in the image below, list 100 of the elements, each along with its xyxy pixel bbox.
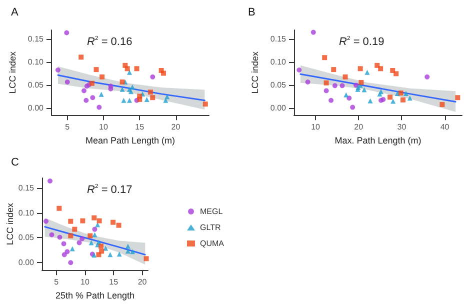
- y-axis-title: LCC index: [5, 202, 16, 246]
- point: [89, 80, 94, 86]
- x-tick-label: 5: [54, 278, 60, 287]
- point: [64, 249, 70, 254]
- point: [455, 95, 460, 100]
- point: [202, 102, 208, 107]
- point: [108, 252, 113, 258]
- y-tick-label: 0.15: [18, 183, 35, 192]
- point: [124, 66, 130, 72]
- x-tick-label: 15: [135, 122, 145, 132]
- point: [134, 66, 140, 72]
- y-axis-title: LCC index: [8, 51, 18, 94]
- y-tick-label: 0.05: [18, 233, 35, 242]
- point: [55, 68, 60, 73]
- x-tick-label: 20: [354, 122, 364, 132]
- point: [88, 240, 94, 246]
- legend-label: QUMA: [200, 239, 225, 248]
- point: [120, 79, 125, 84]
- point: [440, 102, 445, 108]
- x-tick-label: 10: [80, 278, 90, 287]
- x-tick-label: 10: [99, 122, 108, 132]
- point: [364, 70, 370, 75]
- point: [68, 218, 74, 224]
- point: [378, 66, 384, 72]
- y-tick-label: 0.15: [28, 34, 44, 44]
- point: [96, 252, 102, 258]
- point: [150, 74, 156, 80]
- point: [354, 82, 359, 88]
- point: [358, 80, 364, 85]
- point: [98, 244, 104, 249]
- point: [125, 244, 130, 249]
- point: [398, 90, 404, 96]
- y-tick-label: 0.00: [270, 104, 287, 113]
- point: [390, 98, 396, 104]
- point: [57, 234, 62, 240]
- point: [88, 233, 93, 238]
- point: [92, 215, 97, 220]
- point: [324, 88, 329, 94]
- point: [394, 71, 399, 76]
- point: [144, 256, 149, 262]
- x-tick-label: 10: [311, 122, 321, 132]
- point: [108, 86, 114, 92]
- chart-title: B: [248, 6, 256, 18]
- point: [80, 218, 86, 224]
- point: [322, 55, 328, 60]
- point: [305, 79, 310, 84]
- y-tick-label: 0.10: [18, 208, 35, 218]
- point: [130, 84, 135, 90]
- point: [94, 67, 99, 72]
- point: [125, 248, 130, 254]
- point: [64, 30, 70, 36]
- point: [84, 98, 89, 103]
- point: [95, 222, 100, 228]
- point: [48, 178, 53, 184]
- line-series: [300, 73, 456, 103]
- point: [350, 104, 356, 110]
- point: [116, 252, 122, 257]
- legend-label: MEGL: [200, 207, 224, 216]
- point: [76, 240, 82, 246]
- point: [130, 249, 136, 254]
- point: [96, 104, 102, 110]
- x-tick-label: 5: [65, 122, 70, 132]
- point: [388, 94, 393, 100]
- point: [92, 232, 98, 238]
- point: [49, 232, 54, 238]
- point: [163, 98, 168, 103]
- point: [100, 74, 105, 80]
- point: [62, 252, 67, 258]
- point: [78, 54, 84, 60]
- point: [68, 260, 74, 266]
- y-tick-label: 0.10: [270, 58, 287, 67]
- x-axis-title: Max. Path Length (m): [334, 136, 422, 146]
- point: [137, 96, 142, 102]
- x-axis-title: Mean Path Length (m): [85, 136, 176, 146]
- point: [72, 226, 78, 232]
- point: [92, 226, 98, 232]
- x-tick-label: 40: [440, 122, 450, 132]
- point: [328, 98, 334, 103]
- x-tick-label: 20: [138, 278, 148, 287]
- y-tick-label: 0.00: [28, 104, 44, 113]
- point: [80, 236, 85, 242]
- point: [362, 87, 367, 92]
- point: [332, 83, 338, 88]
- point: [331, 67, 336, 72]
- y-tick-label: 0.15: [270, 34, 287, 44]
- point: [121, 98, 126, 103]
- x-tick-label: 30: [397, 122, 407, 132]
- legend-label: GLTR: [200, 223, 221, 232]
- point: [56, 206, 62, 211]
- point: [128, 89, 134, 94]
- point: [296, 68, 302, 73]
- point: [81, 88, 86, 94]
- point: [98, 92, 104, 97]
- point: [150, 95, 156, 100]
- point: [64, 79, 70, 84]
- point: [61, 241, 66, 246]
- point: [68, 233, 74, 238]
- point: [407, 96, 412, 101]
- point: [120, 86, 125, 92]
- point: [160, 70, 166, 76]
